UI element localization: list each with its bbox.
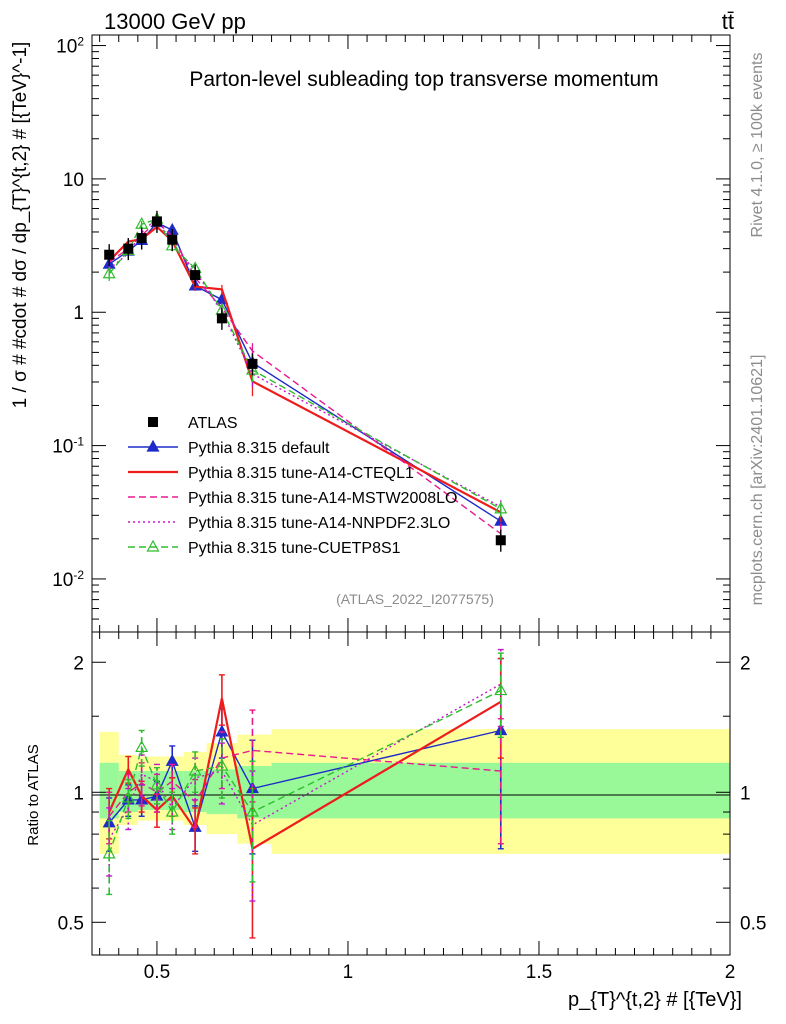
legend-label: Pythia 8.315 tune-A14-CTEQL1 (188, 465, 414, 482)
ratio-y-tick-label-left: 1 (73, 783, 84, 804)
ratio-y-tick-label-right: 1 (740, 783, 751, 804)
ratio-panel: 0.5 1 1.5 2 0.5 0.5 1 1 2 2 Ratio to ATLAS (25, 631, 766, 983)
plot-title: Parton-level subleading top transverse m… (189, 68, 658, 91)
series-3-ratio-line (108, 749, 501, 817)
legend-marker (146, 539, 160, 552)
main-y-tick-label: 10-1 (52, 435, 84, 458)
series-5-ratio-point (494, 683, 508, 696)
series-5-main-point (494, 501, 508, 514)
ratio-y-tick-label-right: 2 (740, 653, 751, 674)
main-panel: 10-2 10-1 1 10 102 Parton-level subleading t… (10, 34, 731, 633)
uncertainty-band-inner (137, 771, 150, 810)
legend-label: ATLAS (188, 415, 238, 432)
legend: ATLAS Pythia 8.315 default Pythia 8.315 tu… (128, 415, 457, 557)
main-y-tick-label: 102 (56, 35, 84, 58)
atlas-data-point (247, 358, 258, 369)
atlas-data-point (167, 234, 178, 245)
series-3-main-line (108, 220, 502, 535)
uncertainty-band-inner (164, 771, 184, 810)
series-5-ratio-point (121, 790, 135, 803)
series-5-ratio-point (188, 763, 202, 776)
x-axis-label: p_{T}^{t,2} # [{TeV}] (568, 989, 742, 1011)
legend-label: Pythia 8.315 default (188, 440, 330, 457)
energy-label: 13000 GeV pp (104, 9, 246, 34)
series-4-main-line (108, 216, 502, 508)
series-5-ratio-point (215, 758, 229, 771)
series-5-ratio-point (102, 846, 116, 859)
ratio-y-tick-label-left: 2 (73, 653, 84, 674)
legend-label: Pythia 8.315 tune-A14-MSTW2008LO (188, 490, 457, 507)
atlas-data-point (136, 233, 147, 244)
ratio-y-tick-label-left: 0.5 (58, 913, 84, 934)
x-tick-label: 2 (725, 962, 736, 983)
legend-marker (146, 439, 160, 452)
series-5-ratio-point (245, 804, 259, 817)
series-1-ratio-point (215, 724, 229, 737)
analysis-label: (ATLAS_2022_I2077575) (336, 591, 494, 607)
atlas-data-point (216, 313, 227, 324)
series-5-ratio-point (150, 777, 164, 790)
series-5-ratio-point (135, 740, 149, 753)
rivet-version-label: Rivet 4.1.0, ≥ 100k events (749, 53, 766, 238)
mcplots-label: mcplots.cern.ch [arXiv:2401.10621] (749, 355, 766, 606)
series-5-ratio-point (165, 804, 179, 817)
series-4-ratio-line (108, 683, 502, 840)
atlas-data-point (104, 249, 115, 260)
legend-label: Pythia 8.315 tune-A14-NNPDF2.3LO (188, 515, 450, 532)
x-tick-label: 1.5 (526, 962, 552, 983)
legend-label: Pythia 8.315 tune-CUETP8S1 (188, 540, 401, 557)
series-5-main-line (108, 218, 502, 510)
ratio-panel-frame (91, 631, 731, 956)
atlas-data-point (151, 216, 162, 227)
main-y-tick-label: 1 (73, 303, 84, 324)
atlas-data-point (495, 535, 506, 546)
main-y-tick-label: 10 (63, 170, 84, 191)
series-5-main-point (102, 266, 116, 279)
atlas-data-point (123, 243, 134, 254)
main-y-tick-label: 10-2 (52, 568, 84, 591)
ratio-y-axis-label: Ratio to ATLAS (25, 744, 42, 845)
ratio-y-tick-label-right: 0.5 (740, 913, 766, 934)
process-label: tt̄ (722, 9, 734, 34)
atlas-data-point (190, 270, 201, 281)
main-y-axis-label: 1 / σ # #cdot # dσ / dp_{T}^{t,2} # [{Te… (10, 42, 31, 409)
x-tick-label: 1 (343, 962, 354, 983)
legend-marker (148, 417, 158, 427)
x-tick-label: 0.5 (144, 962, 170, 983)
